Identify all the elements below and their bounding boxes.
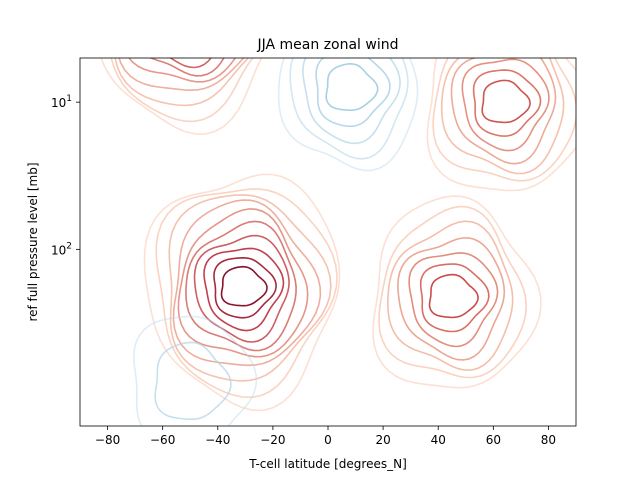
southern-jet-contour (172, 199, 322, 367)
y-tick-label: 102 (51, 241, 72, 257)
x-axis: −80 −60 −40 −20 0 20 40 60 80 (95, 426, 556, 447)
northern-jet-contour (386, 220, 514, 371)
southern-jet-contour (193, 234, 290, 343)
northern-stratospheric-max-contour (481, 79, 531, 124)
southern-jet-contour (177, 208, 309, 358)
southern-stratospheric-max-contour (128, 58, 237, 83)
northern-stratospheric-max-contour (440, 58, 565, 175)
northern-jet-contour (419, 263, 490, 333)
northern-stratospheric-max-contour (461, 58, 550, 152)
x-tick-label: 80 (541, 433, 556, 447)
southern-jet-contour (185, 220, 297, 352)
northern-stratospheric-max-contour (432, 58, 576, 182)
southern-stratospheric-max-contour (169, 58, 212, 69)
x-tick-label: −40 (205, 433, 230, 447)
contour-field (100, 58, 576, 426)
northern-jet-contour (378, 205, 528, 379)
southern-stratospheric-max-contour (149, 58, 225, 77)
southern-jet-contour (203, 247, 285, 332)
x-tick-label: 0 (324, 433, 332, 447)
southern-jet-contour (155, 188, 338, 399)
x-axis-label: T-cell latitude [degrees_N] (248, 457, 407, 471)
y-axis: 101 102 (51, 94, 80, 257)
x-tick-label: 20 (375, 433, 390, 447)
y-tick-label: 101 (51, 94, 72, 110)
northern-jet-contour (408, 252, 499, 348)
southern-stratospheric-max-contour (110, 58, 254, 123)
northern-jet-contour (397, 237, 506, 361)
southern-stratospheric-max-contour (114, 58, 250, 107)
southern-jet-contour (213, 256, 277, 319)
chart-title: JJA mean zonal wind (257, 37, 399, 53)
x-tick-label: −60 (150, 433, 175, 447)
x-tick-label: −80 (95, 433, 120, 447)
x-tick-label: −20 (260, 433, 285, 447)
x-tick-label: 60 (486, 433, 501, 447)
y-axis-label: ref full pressure level [mb] (26, 162, 40, 321)
southern-stratospheric-max-contour (100, 58, 263, 135)
southern-jet-contour (168, 194, 332, 382)
tropical-easterlies-contour (277, 58, 419, 172)
surface-easterlies-contour (133, 315, 258, 426)
northern-jet-contour (428, 273, 479, 319)
southern-jet-contour (143, 173, 341, 412)
northern-jet-contour (372, 195, 542, 389)
northern-stratospheric-max-contour (450, 58, 557, 165)
tropical-easterlies-contour (302, 58, 401, 145)
x-tick-label: 40 (431, 433, 446, 447)
tropical-easterlies-contour (325, 62, 379, 111)
surface-easterlies-contour (154, 341, 232, 421)
northern-stratospheric-max-contour (472, 69, 542, 137)
southern-stratospheric-max-contour (118, 58, 245, 91)
tropical-easterlies-contour (289, 58, 409, 160)
northern-stratospheric-max-contour (426, 58, 576, 192)
southern-jet-contour (220, 265, 268, 307)
tropical-easterlies-contour (315, 58, 391, 128)
